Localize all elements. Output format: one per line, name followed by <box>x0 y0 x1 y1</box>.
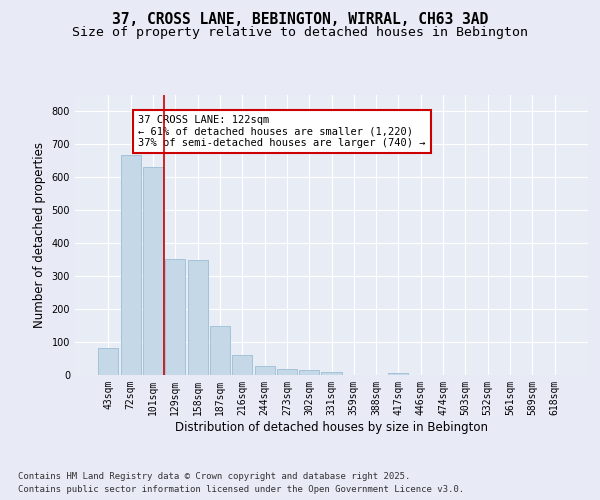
Bar <box>98 348 118 375</box>
Bar <box>388 372 409 375</box>
Text: 37, CROSS LANE, BEBINGTON, WIRRAL, CH63 3AD: 37, CROSS LANE, BEBINGTON, WIRRAL, CH63 … <box>112 12 488 28</box>
Bar <box>322 372 341 375</box>
Text: Size of property relative to detached houses in Bebington: Size of property relative to detached ho… <box>72 26 528 39</box>
Bar <box>210 326 230 375</box>
Bar <box>277 368 297 375</box>
Text: 37 CROSS LANE: 122sqm
← 61% of detached houses are smaller (1,220)
37% of semi-d: 37 CROSS LANE: 122sqm ← 61% of detached … <box>139 115 426 148</box>
Bar <box>121 155 141 375</box>
Y-axis label: Number of detached properties: Number of detached properties <box>33 142 46 328</box>
Bar <box>299 370 319 375</box>
Text: Contains HM Land Registry data © Crown copyright and database right 2025.: Contains HM Land Registry data © Crown c… <box>18 472 410 481</box>
X-axis label: Distribution of detached houses by size in Bebington: Distribution of detached houses by size … <box>175 420 488 434</box>
Bar <box>188 260 208 375</box>
Bar <box>143 167 163 375</box>
Bar <box>232 355 252 375</box>
Text: Contains public sector information licensed under the Open Government Licence v3: Contains public sector information licen… <box>18 485 464 494</box>
Bar <box>254 366 275 375</box>
Bar <box>165 259 185 375</box>
